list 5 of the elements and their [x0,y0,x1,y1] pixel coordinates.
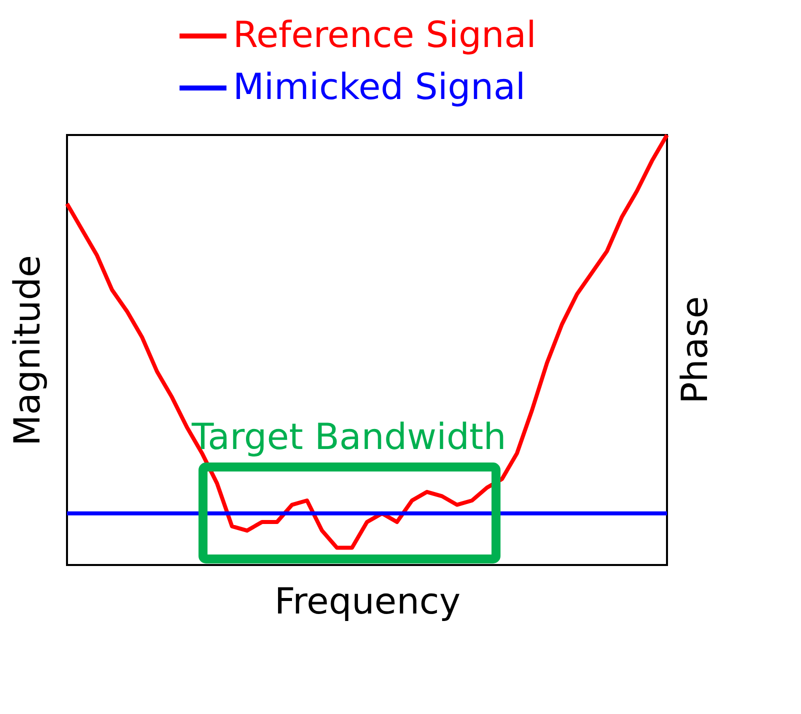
legend-label: Reference Signal [233,15,536,56]
y2-axis-title: Phase [675,296,716,404]
legend-label: Mimicked Signal [233,67,526,108]
x-axis-title: Frequency [274,582,460,622]
y-axis-title: Magnitude [8,255,48,446]
